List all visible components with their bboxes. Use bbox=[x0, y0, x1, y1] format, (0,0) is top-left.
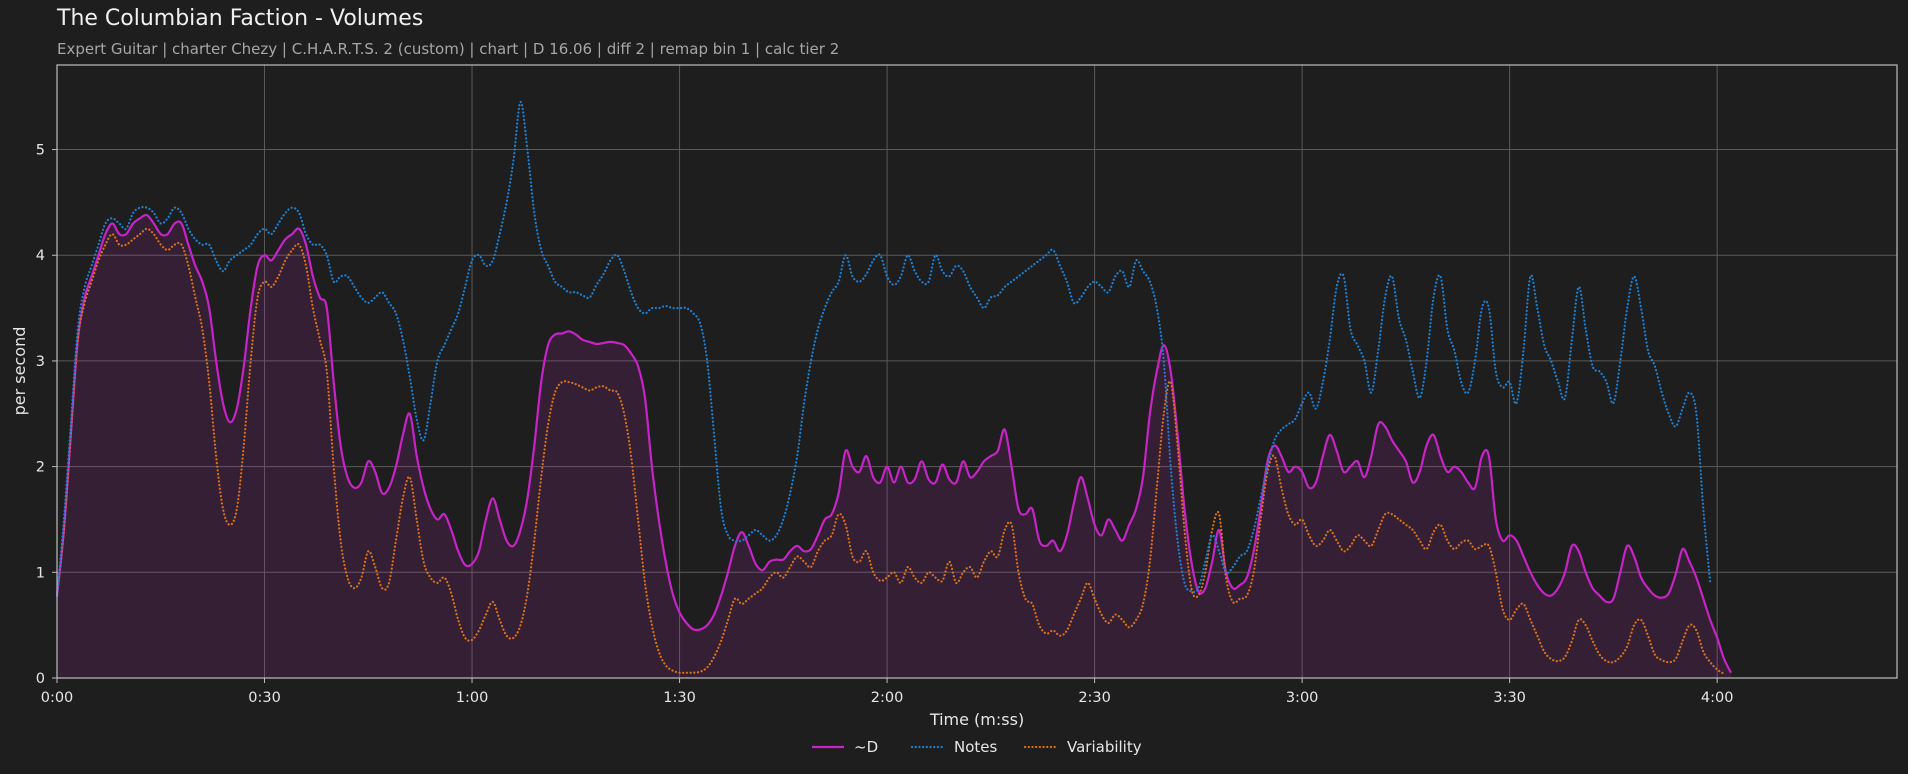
x-tick-label: 0:30 bbox=[248, 690, 281, 706]
x-tick-label: 4:00 bbox=[1701, 690, 1734, 706]
x-tick-label: 3:30 bbox=[1493, 690, 1526, 706]
chart-subtitle: Expert Guitar | charter Chezy | C.H.A.R.… bbox=[57, 40, 840, 58]
y-tick-label: 5 bbox=[36, 143, 45, 159]
series-line-notes bbox=[55, 100, 1712, 597]
y-axis-ticks: 0 1 2 3 4 5 bbox=[36, 143, 57, 687]
y-tick-label: 0 bbox=[36, 671, 45, 687]
grid-lines bbox=[57, 65, 1897, 678]
plot-frame bbox=[56, 64, 1898, 679]
legend-label-variability: Variability bbox=[1067, 738, 1142, 756]
x-axis-ticks: 0:00 0:30 1:00 1:30 2:00 2:30 3:00 3:30 4:00 bbox=[41, 678, 1734, 706]
series-fills bbox=[57, 214, 1731, 678]
x-tick-label: 3:00 bbox=[1286, 690, 1319, 706]
plot-background bbox=[57, 65, 1897, 678]
y-tick-label: 4 bbox=[36, 248, 45, 264]
chart-title: The Columbian Faction - Volumes bbox=[57, 6, 424, 31]
x-tick-label: 1:00 bbox=[456, 690, 489, 706]
legend: ~D Notes Variability bbox=[812, 738, 1142, 756]
legend-label-d: ~D bbox=[854, 738, 878, 756]
x-tick-label: 0:00 bbox=[41, 690, 74, 706]
series-line-d bbox=[55, 213, 1732, 674]
series-line-variability bbox=[55, 227, 1726, 675]
series-fill-d bbox=[57, 214, 1731, 678]
x-tick-label: 1:30 bbox=[663, 690, 696, 706]
y-tick-label: 1 bbox=[36, 565, 45, 581]
y-tick-label: 2 bbox=[36, 460, 45, 476]
x-tick-label: 2:00 bbox=[871, 690, 904, 706]
y-axis-label: per second bbox=[10, 327, 29, 416]
x-tick-label: 2:30 bbox=[1078, 690, 1111, 706]
x-axis-label: Time (m:ss) bbox=[929, 710, 1024, 729]
y-tick-label: 3 bbox=[36, 354, 45, 370]
series-lines bbox=[55, 100, 1732, 675]
legend-label-notes: Notes bbox=[954, 738, 998, 756]
